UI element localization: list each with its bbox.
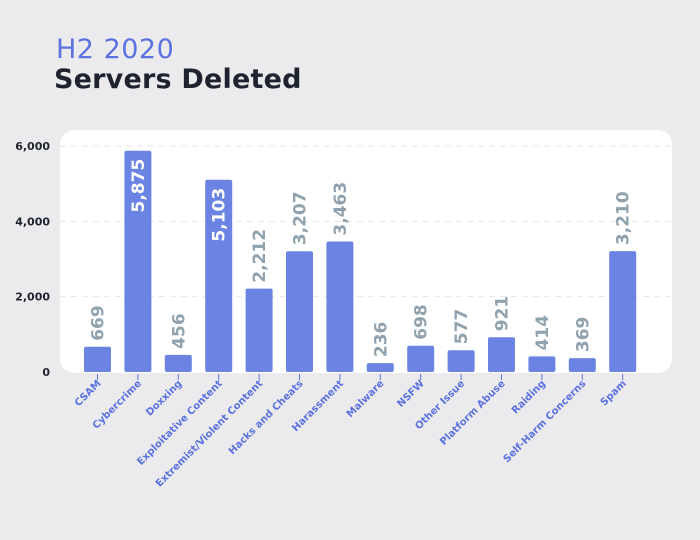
y-tick-label: 0: [42, 366, 50, 379]
x-category-label: Self-Harm Concerns: [502, 378, 589, 465]
x-category-label: CSAM: [73, 378, 104, 409]
bar-value-label: 414: [533, 315, 553, 351]
bar-value-label: 369: [573, 317, 593, 353]
bar-value-label: 2,212: [250, 229, 270, 283]
bar-value-label: 3,207: [291, 191, 311, 245]
chart-subtitle: H2 2020: [56, 34, 175, 65]
bar-value-label: 236: [371, 322, 391, 358]
bar: [124, 150, 152, 372]
bar: [326, 241, 354, 372]
bar: [84, 346, 111, 372]
plot-area-background: [60, 130, 672, 373]
bar: [164, 354, 192, 372]
bar-value-label: 3,463: [331, 182, 351, 236]
bar-value-label: 921: [493, 296, 513, 332]
bar: [528, 356, 556, 372]
x-category-label: Hacks and Cheats: [227, 378, 306, 457]
bar-value-label: 698: [412, 304, 432, 340]
bar-group: 456 Doxxing: [144, 313, 192, 418]
bar: [286, 251, 313, 372]
bar: [568, 358, 596, 372]
bar-value-label: 456: [169, 313, 189, 349]
bar-value-label: 577: [452, 309, 472, 345]
x-category-label: Malware: [345, 378, 387, 420]
bar: [488, 337, 515, 372]
y-tick-label: 4,000: [15, 215, 50, 228]
bar-value-label: 3,210: [614, 191, 634, 245]
y-tick-label: 2,000: [15, 291, 50, 304]
chart-title: Servers Deleted: [54, 64, 302, 95]
x-category-label: Raiding: [510, 378, 548, 416]
bar-group: 669 CSAM: [73, 305, 111, 409]
x-category-label: NSFW: [395, 378, 426, 409]
bar: [366, 363, 394, 372]
bar: [407, 345, 435, 372]
bar: [609, 251, 637, 372]
y-tick-label: 6,000: [15, 140, 50, 153]
bar-value-label: 669: [89, 305, 109, 341]
bar-group: 3,210 Spam: [599, 191, 637, 408]
bar: [245, 288, 273, 372]
bar-group: 414 Raiding: [510, 315, 556, 416]
bar-value-label: 5,875: [129, 159, 149, 213]
bar: [447, 350, 475, 372]
x-category-label: Spam: [599, 378, 629, 408]
bar-group: 698 NSFW: [395, 304, 435, 410]
bar-value-label: 5,103: [210, 188, 230, 242]
bar: [205, 179, 233, 372]
x-category-label: Doxxing: [144, 378, 184, 418]
